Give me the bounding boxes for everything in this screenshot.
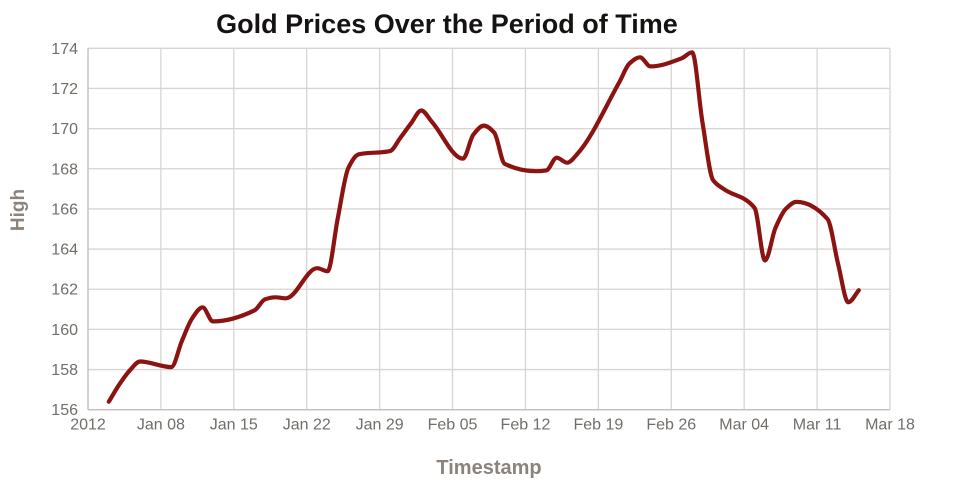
x-tick-label: Mar 18 [865, 417, 915, 434]
y-tick-label: 164 [51, 242, 78, 259]
y-tick-label: 158 [51, 362, 78, 379]
y-tick-label: 162 [51, 282, 78, 299]
x-tick-label: Feb 12 [501, 417, 551, 434]
y-tick-label: 160 [51, 322, 78, 339]
price-line [106, 50, 861, 404]
plot-grid [87, 47, 891, 411]
x-tick-label: Jan 22 [283, 417, 331, 434]
x-tick-labels: 2012 Jan 08 Jan 15 Jan 22 Jan 29 Feb 05 Feb 12… [70, 417, 915, 434]
y-tick-label: 156 [51, 402, 78, 419]
x-tick-label: Jan 08 [137, 417, 185, 434]
x-tick-label: Feb 19 [573, 417, 623, 434]
y-tick-label: 174 [51, 41, 78, 58]
y-tick-label: 170 [51, 121, 78, 138]
x-tick-label: 2012 [70, 417, 106, 434]
x-tick-label: Mar 04 [719, 417, 769, 434]
y-tick-labels: 156 158 160 162 164 166 168 170 172 174 [51, 41, 78, 419]
x-tick-label: Feb 05 [428, 417, 478, 434]
x-tick-label: Mar 11 [793, 417, 842, 434]
x-tick-label: Feb 26 [646, 417, 696, 434]
y-tick-label: 166 [51, 201, 78, 218]
y-axis-title: High [8, 188, 29, 232]
y-tick-label: 172 [51, 81, 78, 98]
x-tick-label: Jan 29 [356, 417, 404, 434]
axis-lines [87, 48, 890, 411]
chart-title: Gold Prices Over the Period of Time [216, 9, 678, 39]
x-tick-label: Jan 15 [210, 417, 258, 434]
y-tick-label: 168 [51, 161, 78, 178]
x-axis-title: Timestamp [436, 457, 542, 479]
